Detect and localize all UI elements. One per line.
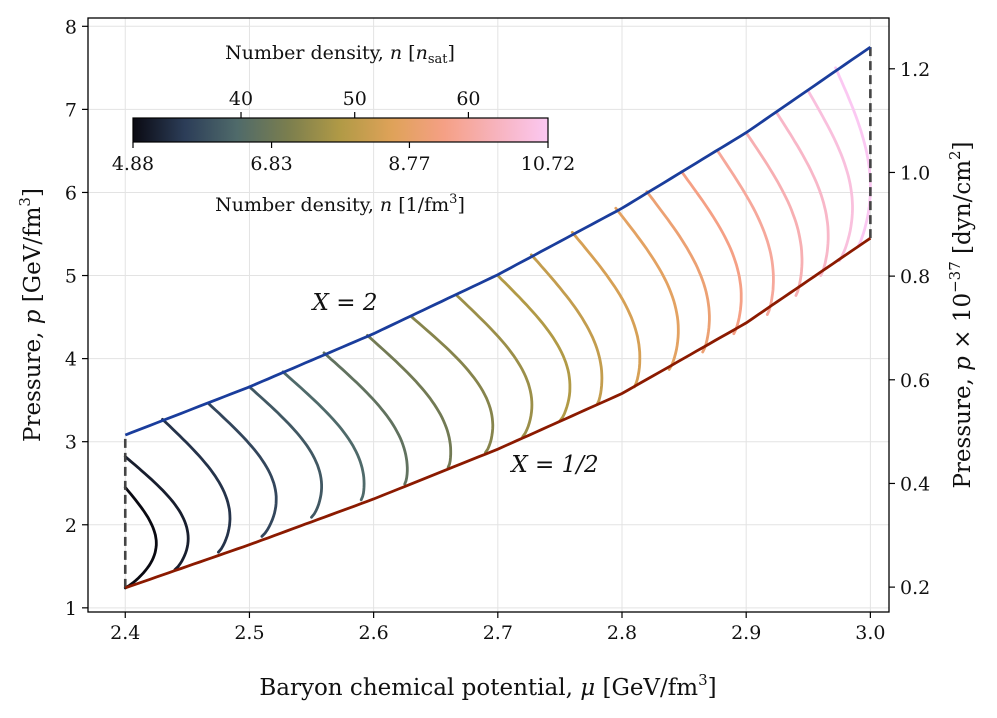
- colorbar-bottom-tick-label: 6.83: [250, 153, 292, 175]
- x-tick-label: 2.9: [731, 622, 761, 644]
- density-curve: [806, 89, 854, 262]
- density-curve: [614, 206, 680, 371]
- plot-area: [88, 18, 889, 612]
- density-curve: [281, 370, 366, 502]
- density-curve: [775, 112, 830, 277]
- density-curve: [834, 66, 872, 248]
- density-curve: [529, 253, 604, 406]
- colorbar-top-tick-label: 50: [343, 88, 367, 110]
- density-curve: [496, 274, 572, 423]
- y2-tick-label: 1.0: [900, 162, 930, 184]
- density-curve: [366, 334, 453, 469]
- colorbar-bottom-label: Number density, n [1/fm3]: [215, 192, 465, 216]
- upper-bound-line: [124, 45, 872, 437]
- y-tick-label: 7: [65, 99, 77, 121]
- y-tick-label: 1: [65, 598, 77, 620]
- y2-tick-label: 0.6: [900, 370, 930, 392]
- y2-tick-label: 1.2: [900, 59, 930, 81]
- grid: [88, 18, 889, 612]
- y-tick-label: 6: [65, 182, 77, 204]
- density-curve: [716, 149, 775, 316]
- y-tick-label: 3: [65, 432, 77, 454]
- density-curve: [207, 402, 278, 538]
- y-axis-label: Pressure, p [GeV/fm3]: [16, 188, 46, 442]
- x-tick-label: 2.7: [483, 622, 513, 644]
- density-curve: [248, 385, 323, 519]
- y-tick-label: 4: [65, 349, 77, 371]
- lower-bound-label: X = 1/2: [509, 452, 598, 478]
- lower-bound-line: [124, 237, 872, 590]
- colorbar-bottom-tick-label: 4.88: [112, 153, 154, 175]
- y2-tick-label: 0.4: [900, 473, 930, 495]
- density-curve: [322, 351, 409, 486]
- density-curve: [455, 294, 534, 439]
- x-tick-label: 2.6: [359, 622, 389, 644]
- colorbar-gradient: [132, 117, 549, 143]
- boundary-curves: [123, 45, 872, 590]
- colorbar: Number density, n [nsat] Number density,…: [112, 42, 575, 216]
- y2-tick-label: 0.8: [900, 266, 930, 288]
- density-curves: [123, 66, 872, 590]
- x-tick-label: 2.8: [607, 622, 637, 644]
- density-curve: [161, 417, 232, 554]
- y-tick-label: 2: [65, 515, 77, 537]
- y2-tick-label: 0.2: [900, 577, 930, 599]
- y-tick-label: 5: [65, 266, 77, 288]
- density-curve: [680, 170, 743, 336]
- x-tick-label: 2.5: [234, 622, 264, 644]
- y2-axis-label: Pressure, p × 10−37 [dyn/cm2]: [946, 141, 976, 488]
- colorbar-top-tick-label: 60: [456, 88, 480, 110]
- density-curve: [645, 190, 711, 354]
- density-curve: [123, 486, 158, 590]
- colorbar-bottom-tick-label: 10.72: [521, 153, 575, 175]
- axes: 2.4 2.5 2.6 2.7 2.8 2.9 3.0 1 2 3 4 5 6 7 8 0.2 0.4 0.6 0.…: [65, 16, 930, 644]
- density-curve: [744, 131, 804, 297]
- density-curve: [570, 230, 642, 389]
- upper-bound-label: X = 2: [311, 290, 378, 316]
- x-tick-label: 2.4: [110, 622, 140, 644]
- plot-frame: [87, 17, 890, 613]
- colorbar-top-label: Number density, n [nsat]: [225, 42, 455, 67]
- x-tick-label: 3.0: [855, 622, 885, 644]
- x-axis-label: Baryon chemical potential, μ [GeV/fm3]: [259, 671, 716, 701]
- density-curve: [409, 314, 495, 454]
- colorbar-bottom-tick-label: 8.77: [388, 153, 430, 175]
- y-tick-label: 8: [65, 16, 77, 38]
- density-curve: [123, 455, 190, 571]
- colorbar-ticks: 4.88 6.83 8.77 10.72 40 50 60: [112, 88, 575, 175]
- colorbar-top-tick-label: 40: [229, 88, 253, 110]
